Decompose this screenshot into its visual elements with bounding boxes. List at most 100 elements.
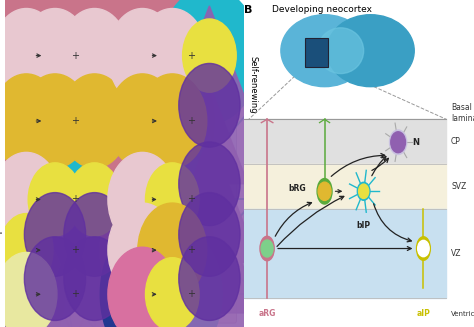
Text: Consumptive: Consumptive xyxy=(0,209,2,268)
Text: aRG: aRG xyxy=(134,224,150,233)
Ellipse shape xyxy=(260,236,274,261)
Circle shape xyxy=(146,163,199,236)
Text: bRG: bRG xyxy=(164,275,181,284)
Circle shape xyxy=(20,74,90,168)
Ellipse shape xyxy=(100,0,184,124)
Ellipse shape xyxy=(100,182,184,318)
Polygon shape xyxy=(26,135,164,313)
FancyBboxPatch shape xyxy=(124,166,237,323)
Text: aRG: aRG xyxy=(164,84,180,93)
Circle shape xyxy=(24,237,86,320)
Circle shape xyxy=(28,163,82,236)
Polygon shape xyxy=(140,84,278,262)
Circle shape xyxy=(45,131,144,267)
Text: bIP: bIP xyxy=(356,221,371,230)
Ellipse shape xyxy=(327,15,414,87)
Text: SVZ: SVZ xyxy=(451,182,466,191)
FancyBboxPatch shape xyxy=(305,38,328,67)
Text: aRG: aRG xyxy=(258,309,276,318)
Text: aRG: aRG xyxy=(134,84,150,93)
Text: CP: CP xyxy=(451,137,461,146)
Circle shape xyxy=(0,74,61,168)
Text: aIP: aIP xyxy=(417,309,430,318)
Text: bIP: bIP xyxy=(20,275,32,284)
Bar xyxy=(244,119,447,164)
Circle shape xyxy=(418,240,429,257)
FancyBboxPatch shape xyxy=(8,10,120,164)
Circle shape xyxy=(122,226,222,327)
Text: aRG: aRG xyxy=(86,84,102,93)
Polygon shape xyxy=(0,179,124,327)
Text: +: + xyxy=(72,195,79,204)
Circle shape xyxy=(391,132,405,153)
Polygon shape xyxy=(140,179,278,327)
Text: +: + xyxy=(187,195,195,204)
Circle shape xyxy=(179,142,240,226)
Circle shape xyxy=(318,182,331,200)
Ellipse shape xyxy=(417,237,430,260)
Text: +: + xyxy=(72,245,79,255)
Circle shape xyxy=(108,203,177,297)
Circle shape xyxy=(138,9,207,103)
Circle shape xyxy=(5,131,105,267)
Text: +: + xyxy=(187,116,195,126)
Circle shape xyxy=(138,74,207,168)
Ellipse shape xyxy=(317,179,332,204)
Circle shape xyxy=(68,163,121,236)
Circle shape xyxy=(0,252,57,327)
Text: N: N xyxy=(207,314,212,323)
Text: Developing neocortex: Developing neocortex xyxy=(272,5,372,14)
Text: +: + xyxy=(187,51,195,60)
Circle shape xyxy=(122,131,222,267)
Text: bIP: bIP xyxy=(49,224,61,233)
Ellipse shape xyxy=(52,0,137,124)
Text: N: N xyxy=(91,314,97,323)
Ellipse shape xyxy=(100,53,184,189)
Polygon shape xyxy=(140,135,278,313)
Text: B: B xyxy=(244,5,253,15)
Text: N: N xyxy=(207,275,212,284)
Text: bRG: bRG xyxy=(134,149,150,158)
Ellipse shape xyxy=(281,15,368,87)
Text: A → B+B: A → B+B xyxy=(45,173,82,182)
Ellipse shape xyxy=(0,53,68,189)
Text: bIP: bIP xyxy=(166,314,178,323)
Circle shape xyxy=(24,193,86,276)
Circle shape xyxy=(261,240,273,257)
Text: N: N xyxy=(91,275,97,284)
Circle shape xyxy=(179,63,240,147)
Bar xyxy=(244,164,447,209)
Text: +: + xyxy=(72,116,79,126)
Circle shape xyxy=(182,19,236,92)
Ellipse shape xyxy=(318,28,364,74)
Text: aRG: aRG xyxy=(134,275,150,284)
Text: +: + xyxy=(187,245,195,255)
Circle shape xyxy=(359,184,369,198)
Text: Basal
lamina: Basal lamina xyxy=(451,103,474,123)
Circle shape xyxy=(108,9,177,103)
Ellipse shape xyxy=(100,226,184,327)
Ellipse shape xyxy=(130,0,214,124)
Text: bIP: bIP xyxy=(89,224,100,233)
Text: bRG: bRG xyxy=(289,183,306,193)
Text: bIP: bIP xyxy=(203,84,215,93)
Text: aRG: aRG xyxy=(18,224,34,233)
Bar xyxy=(244,209,447,298)
Text: A → A+A: A → A+A xyxy=(45,18,82,27)
Text: N: N xyxy=(412,138,419,147)
Text: +: + xyxy=(187,289,195,299)
Circle shape xyxy=(0,152,61,247)
Text: A → A+B: A → A+B xyxy=(161,18,198,27)
Circle shape xyxy=(108,152,177,247)
Ellipse shape xyxy=(52,53,137,189)
Text: Consumptive: Consumptive xyxy=(249,211,258,267)
Text: bRG: bRG xyxy=(164,149,181,158)
Text: SAP: SAP xyxy=(135,314,150,323)
Ellipse shape xyxy=(0,0,68,124)
Circle shape xyxy=(179,237,240,320)
Text: aRG: aRG xyxy=(47,84,63,93)
Ellipse shape xyxy=(390,130,407,154)
Ellipse shape xyxy=(13,0,97,124)
Ellipse shape xyxy=(0,131,68,267)
Text: N: N xyxy=(52,275,58,284)
